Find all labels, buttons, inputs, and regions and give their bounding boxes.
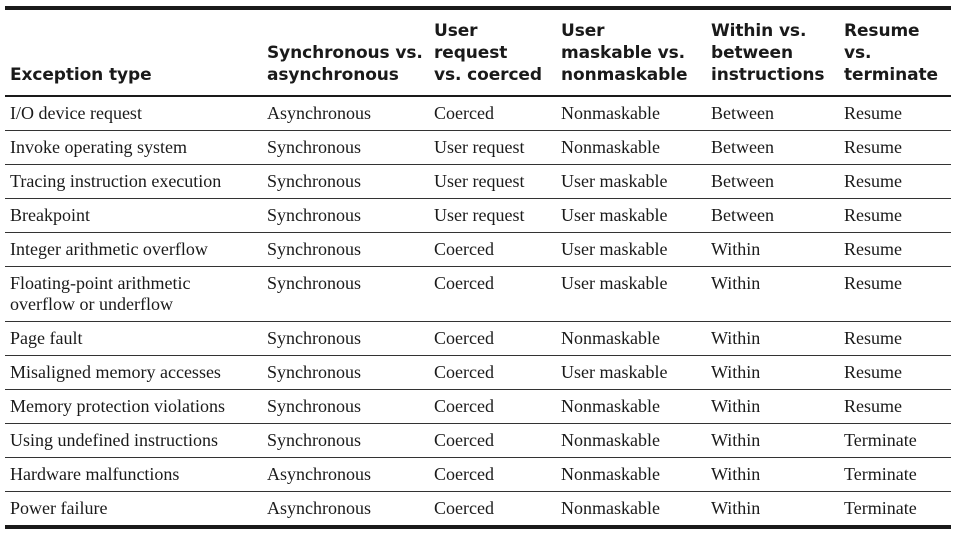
cell-maskable: User maskable (561, 205, 668, 225)
cell-sync: Synchronous (267, 396, 361, 416)
table-row: Page fault Synchronous Coerced Nonmaskable W… (5, 322, 951, 356)
table-row: I/O device request Asynchronous Coerced Non… (5, 96, 951, 131)
cell-maskable: User maskable (561, 273, 668, 293)
cell-resume-terminate: Resume (844, 273, 902, 293)
cell-sync: Synchronous (267, 205, 361, 225)
cell-maskable: User maskable (561, 171, 668, 191)
cell-user-request: Coerced (434, 362, 494, 382)
table-row: Hardware malfunctions Asynchronous Coerced… (5, 458, 951, 492)
cell-maskable: Nonmaskable (561, 396, 660, 416)
header-maskable: User maskable vs. nonmaskable (561, 21, 688, 85)
cell-exception-type: Floating-point arithmetic overflow or un… (10, 273, 191, 314)
cell-exception-type: Tracing instruction execution (10, 171, 222, 191)
cell-resume-terminate: Resume (844, 171, 902, 191)
cell-exception-type: Integer arithmetic overflow (10, 239, 208, 259)
cell-within-between: Between (711, 171, 774, 191)
table-bottom-rule (5, 525, 951, 529)
cell-exception-type: Memory protection violations (10, 396, 225, 416)
header-within-between: Within vs. between instructions (711, 21, 825, 85)
cell-user-request: User request (434, 205, 525, 225)
cell-exception-type: I/O device request (10, 103, 142, 123)
cell-resume-terminate: Resume (844, 362, 902, 382)
cell-user-request: Coerced (434, 498, 494, 518)
cell-exception-type: Misaligned memory accesses (10, 362, 221, 382)
cell-sync: Synchronous (267, 362, 361, 382)
exception-table-container: Exception type Synchronous vs. asynchron… (5, 6, 951, 529)
cell-sync: Synchronous (267, 239, 361, 259)
cell-resume-terminate: Terminate (844, 464, 917, 484)
table-row: Floating-point arithmetic overflow or un… (5, 267, 951, 322)
cell-user-request: Coerced (434, 103, 494, 123)
cell-sync: Asynchronous (267, 498, 371, 518)
cell-resume-terminate: Resume (844, 396, 902, 416)
cell-within-between: Within (711, 328, 761, 348)
header-exception-type: Exception type (10, 65, 152, 85)
cell-sync: Asynchronous (267, 103, 371, 123)
table-row: Memory protection violations Synchronous C… (5, 390, 951, 424)
cell-exception-type: Using undefined instructions (10, 430, 218, 450)
cell-sync: Synchronous (267, 171, 361, 191)
header-row: Exception type Synchronous vs. asynchron… (5, 10, 951, 96)
cell-user-request: User request (434, 171, 525, 191)
table-header: Exception type Synchronous vs. asynchron… (5, 10, 951, 96)
cell-within-between: Between (711, 205, 774, 225)
cell-within-between: Within (711, 273, 761, 293)
cell-within-between: Within (711, 362, 761, 382)
cell-exception-type: Power failure (10, 498, 108, 518)
cell-within-between: Between (711, 137, 774, 157)
table-row: Using undefined instructions Synchronous C… (5, 424, 951, 458)
cell-resume-terminate: Terminate (844, 498, 917, 518)
cell-maskable: Nonmaskable (561, 328, 660, 348)
cell-exception-type: Page fault (10, 328, 83, 348)
table-row: Integer arithmetic overflow Synchronous Co… (5, 233, 951, 267)
cell-resume-terminate: Terminate (844, 430, 917, 450)
cell-user-request: Coerced (434, 239, 494, 259)
cell-maskable: Nonmaskable (561, 103, 660, 123)
cell-within-between: Within (711, 396, 761, 416)
cell-within-between: Within (711, 498, 761, 518)
table-row: Breakpoint Synchronous User request User ma… (5, 199, 951, 233)
cell-resume-terminate: Resume (844, 328, 902, 348)
cell-within-between: Within (711, 430, 761, 450)
table-row: Invoke operating system Synchronous User r… (5, 131, 951, 165)
cell-sync: Synchronous (267, 137, 361, 157)
cell-resume-terminate: Resume (844, 239, 902, 259)
cell-maskable: User maskable (561, 362, 668, 382)
cell-exception-type: Breakpoint (10, 205, 90, 225)
cell-resume-terminate: Resume (844, 103, 902, 123)
cell-user-request: Coerced (434, 273, 494, 293)
cell-sync: Synchronous (267, 430, 361, 450)
header-resume-terminate: Resume vs. terminate (844, 21, 938, 85)
table-row: Misaligned memory accesses Synchronous Coe… (5, 356, 951, 390)
cell-user-request: Coerced (434, 396, 494, 416)
cell-user-request: User request (434, 137, 525, 157)
table-top-rule (5, 6, 951, 10)
cell-user-request: Coerced (434, 328, 494, 348)
exception-table: Exception type Synchronous vs. asynchron… (5, 10, 951, 525)
cell-exception-type: Invoke operating system (10, 137, 187, 157)
table-row: Power failure Asynchronous Coerced Nonmaska… (5, 492, 951, 526)
cell-exception-type: Hardware malfunctions (10, 464, 180, 484)
cell-within-between: Within (711, 239, 761, 259)
cell-within-between: Within (711, 464, 761, 484)
cell-resume-terminate: Resume (844, 205, 902, 225)
cell-user-request: Coerced (434, 430, 494, 450)
table-body: I/O device request Asynchronous Coerced Non… (5, 96, 951, 525)
cell-maskable: Nonmaskable (561, 464, 660, 484)
cell-sync: Synchronous (267, 328, 361, 348)
cell-resume-terminate: Resume (844, 137, 902, 157)
header-synchronous: Synchronous vs. asynchronous (267, 43, 423, 85)
cell-within-between: Between (711, 103, 774, 123)
cell-sync: Asynchronous (267, 464, 371, 484)
cell-maskable: Nonmaskable (561, 430, 660, 450)
cell-maskable: Nonmaskable (561, 137, 660, 157)
cell-user-request: Coerced (434, 464, 494, 484)
cell-sync: Synchronous (267, 273, 361, 293)
cell-maskable: User maskable (561, 239, 668, 259)
header-user-request: User request vs. coerced (434, 21, 542, 85)
table-row: Tracing instruction execution Synchronous… (5, 165, 951, 199)
cell-maskable: Nonmaskable (561, 498, 660, 518)
